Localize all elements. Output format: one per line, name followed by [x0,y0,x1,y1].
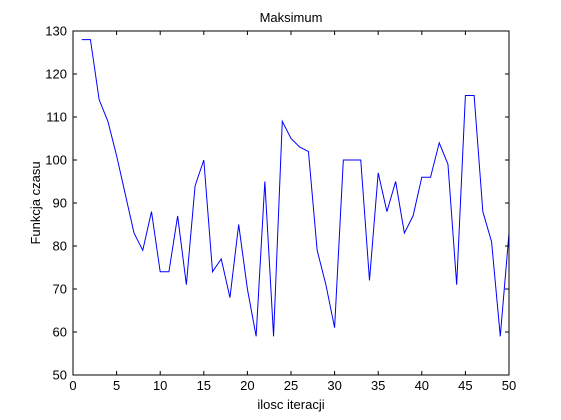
tick-marks [72,30,510,376]
x-tick-label: 25 [284,378,298,393]
x-tick-label: 30 [327,378,341,393]
x-tick-label: 35 [371,378,385,393]
y-tick-label: 90 [53,196,67,211]
x-tick-label: 10 [153,378,167,393]
y-tick-label: 120 [45,67,67,82]
series-layer [81,39,510,337]
tick-labels: 0 5 10 15 20 25 30 35 40 45 50 50 60 70 80 90 100 110 120 1… [45,24,516,394]
y-tick-label: 80 [53,239,67,254]
x-tick-label: 45 [458,378,472,393]
y-tick-label: 110 [46,110,67,125]
x-axis-label: ilosc iteracji [257,397,324,412]
y-tick-label: 130 [45,24,67,39]
x-tick-label: 0 [69,378,76,393]
x-tick-label: 15 [197,378,211,393]
x-tick-label: 50 [502,378,516,393]
x-tick-label: 5 [113,378,120,393]
y-tick-label: 50 [53,368,67,383]
y-tick-label: 70 [53,282,67,297]
chart-title: Maksimum [260,10,323,25]
plot-area [73,31,509,375]
series-line-1 [81,39,510,337]
x-tick-label: 20 [240,378,254,393]
y-axis-label: Funkcja czasu [28,161,43,244]
x-tick-label: 40 [415,378,429,393]
y-tick-label: 100 [45,153,67,168]
y-tick-label: 60 [53,325,67,340]
